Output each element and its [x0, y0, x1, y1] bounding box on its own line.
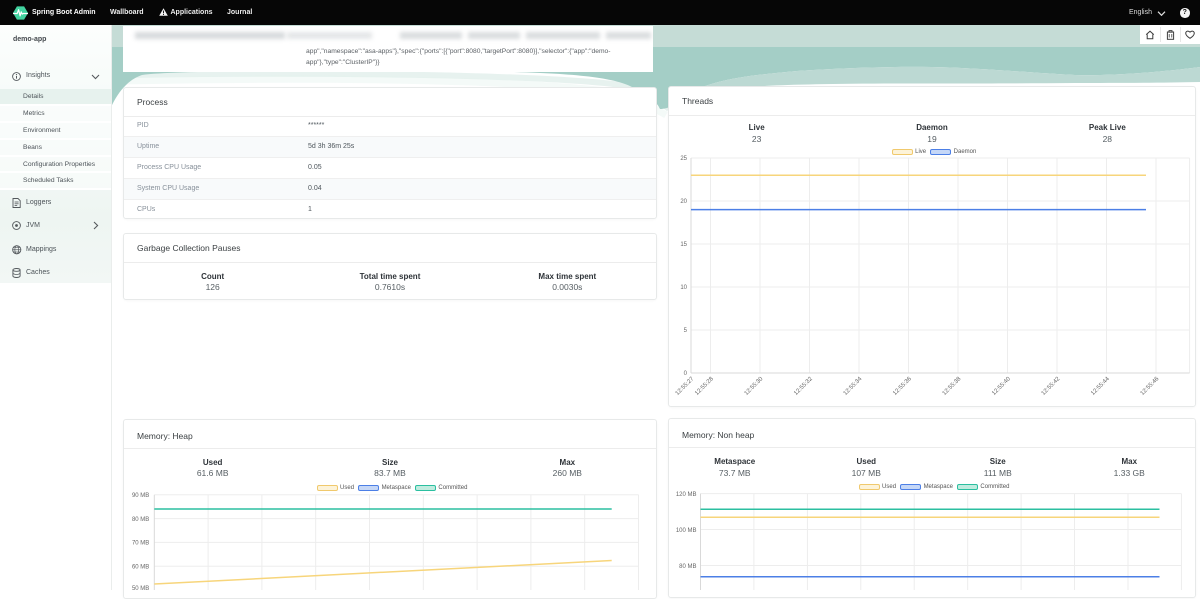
- svg-text:70 MB: 70 MB: [132, 541, 149, 547]
- svg-text:25: 25: [680, 156, 687, 162]
- svg-text:12:55:36: 12:55:36: [892, 376, 913, 397]
- svg-text:120 MB: 120 MB: [676, 492, 697, 498]
- svg-text:12:55:32: 12:55:32: [793, 376, 814, 397]
- svg-text:0: 0: [684, 371, 688, 377]
- svg-text:12:55:40: 12:55:40: [991, 376, 1012, 397]
- svg-text:12:55:30: 12:55:30: [744, 376, 765, 397]
- svg-text:100 MB: 100 MB: [676, 528, 697, 534]
- svg-text:12:55:38: 12:55:38: [942, 376, 963, 397]
- svg-text:12:55:46: 12:55:46: [1140, 376, 1161, 397]
- svg-text:50 MB: 50 MB: [132, 586, 149, 590]
- svg-text:20: 20: [680, 199, 687, 205]
- svg-text:90 MB: 90 MB: [132, 493, 149, 499]
- svg-text:12:55:27: 12:55:27: [675, 376, 696, 397]
- svg-text:12:55:44: 12:55:44: [1090, 376, 1111, 397]
- svg-text:12:55:28: 12:55:28: [694, 376, 715, 397]
- svg-text:80 MB: 80 MB: [679, 564, 696, 570]
- svg-text:10: 10: [680, 285, 687, 291]
- svg-text:5: 5: [684, 328, 688, 334]
- svg-text:80 MB: 80 MB: [132, 517, 149, 523]
- svg-text:12:55:34: 12:55:34: [843, 376, 864, 397]
- svg-text:60 MB: 60 MB: [132, 564, 149, 570]
- svg-text:12:55:42: 12:55:42: [1041, 376, 1062, 397]
- svg-text:15: 15: [680, 242, 687, 248]
